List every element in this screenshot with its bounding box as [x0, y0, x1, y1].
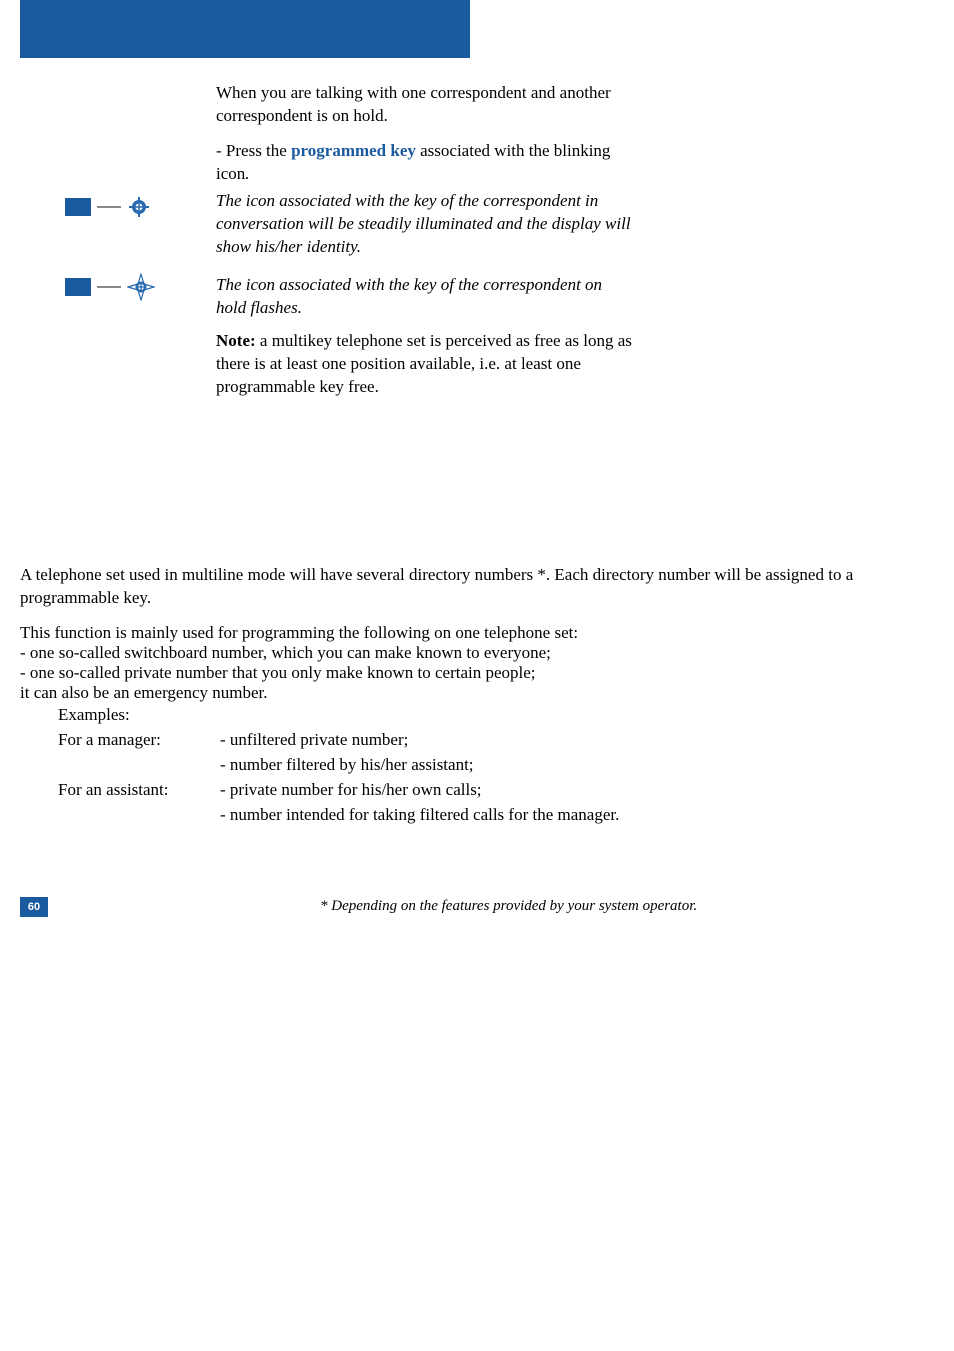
- header-blue-bar: [20, 0, 470, 58]
- table-row: - number intended for taking filtered ca…: [58, 804, 619, 827]
- table-row: For a manager: - unfiltered private numb…: [58, 729, 619, 752]
- note-block: Note: a multikey telephone set is percei…: [216, 330, 636, 399]
- press-instruction: - Press the programmed key associated wi…: [216, 140, 636, 186]
- multiline-para-1: A telephone set used in multiline mode w…: [20, 564, 920, 610]
- examples-label: Examples:: [58, 704, 218, 727]
- press-prefix: - Press the: [216, 141, 291, 160]
- table-row: Examples:: [58, 704, 619, 727]
- paragraph-intro: When you are talking with one correspond…: [216, 82, 636, 128]
- table-row: For an assistant: - private number for h…: [58, 779, 619, 802]
- programmed-key-text: programmed key: [291, 141, 416, 160]
- italic-note-2: The icon associated with the key of the …: [216, 274, 636, 320]
- table-cell-right: - number filtered by his/her assistant;: [220, 754, 619, 777]
- table-cell-left: For an assistant:: [58, 779, 218, 802]
- page-number: 60: [20, 897, 48, 917]
- table-cell-left: [58, 804, 218, 827]
- table-cell-right: - unfiltered private number;: [220, 729, 619, 752]
- key-indicator-icon: [65, 278, 91, 296]
- connector-line-icon: [97, 206, 121, 208]
- table-cell-left: For a manager:: [58, 729, 218, 752]
- press-suffix-dot: .: [245, 164, 249, 183]
- table-cell-left: [58, 754, 218, 777]
- table-cell: [220, 704, 619, 727]
- footnote: * Depending on the features provided by …: [320, 898, 697, 915]
- table-row: - number filtered by his/her assistant;: [58, 754, 619, 777]
- table-cell-right: - private number for his/her own calls;: [220, 779, 619, 802]
- steady-circle-icon: [127, 195, 151, 219]
- key-indicator-icon: [65, 198, 91, 216]
- note-label: Note:: [216, 331, 256, 350]
- examples-table: Examples: For a manager: - unfiltered pr…: [56, 702, 621, 829]
- flashing-burst-icon: [127, 273, 155, 301]
- icon-row-steady: [65, 195, 151, 219]
- note-body: a multikey telephone set is perceived as…: [216, 331, 632, 396]
- table-cell-right: - number intended for taking filtered ca…: [220, 804, 619, 827]
- italic-note-1: The icon associated with the key of the …: [216, 190, 636, 259]
- connector-line-icon: [97, 286, 121, 288]
- icon-row-flashing: [65, 273, 155, 301]
